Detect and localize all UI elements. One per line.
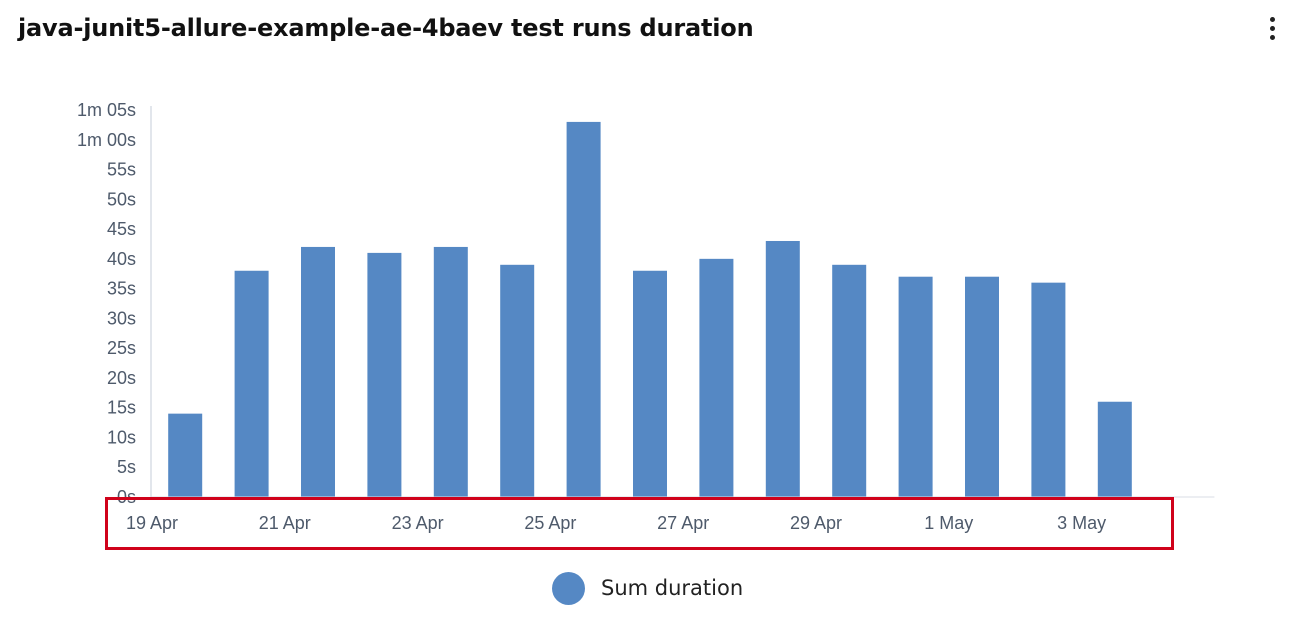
bar-3-may[interactable] [1097, 401, 1132, 497]
y-tick-label: 1m 00s [77, 130, 136, 150]
x-axis-highlight-box [105, 497, 1174, 550]
more-vertical-icon[interactable] [1258, 14, 1286, 50]
bar-29-apr[interactable] [832, 264, 867, 497]
y-tick-label: 35s [107, 279, 136, 299]
bar-28-apr[interactable] [765, 240, 800, 497]
bar-22-apr[interactable] [367, 252, 402, 497]
y-tick-label: 25s [107, 338, 136, 358]
x-tick-label: 19 Apr [126, 513, 178, 533]
bar-20-apr[interactable] [234, 270, 269, 497]
y-tick-label: 45s [107, 219, 136, 239]
x-tick-label: 23 Apr [392, 513, 444, 533]
legend[interactable]: Sum duration [552, 571, 743, 605]
bar-2-may[interactable] [1031, 282, 1066, 497]
x-tick-label: 3 May [1057, 513, 1106, 533]
bar-21-apr[interactable] [301, 246, 335, 497]
bar-30-apr[interactable] [898, 276, 933, 497]
bar-26-apr[interactable] [633, 270, 667, 497]
x-tick-label: 25 Apr [524, 513, 576, 533]
chart-title: java-junit5-allure-example-ae-4baev test… [18, 14, 754, 42]
bar-19-apr[interactable] [168, 413, 203, 497]
bar-23-apr[interactable] [433, 246, 468, 497]
bar-1-may[interactable] [965, 276, 999, 497]
y-tick-label: 50s [107, 189, 136, 209]
x-tick-label: 21 Apr [259, 513, 311, 533]
bar-25-apr[interactable] [566, 121, 601, 498]
y-tick-label: 55s [107, 160, 136, 180]
bar-24-apr[interactable] [500, 264, 535, 497]
bar-27-apr[interactable] [699, 258, 734, 497]
legend-swatch [552, 571, 585, 605]
x-tick-label: 29 Apr [790, 513, 842, 533]
y-tick-label: 40s [107, 249, 136, 269]
x-tick-label: 1 May [924, 513, 973, 533]
legend-label: Sum duration [601, 576, 744, 600]
x-tick-label: 27 Apr [657, 513, 709, 533]
y-tick-label: 30s [107, 308, 136, 328]
y-tick-label: 10s [107, 427, 136, 447]
y-tick-label: 20s [107, 368, 136, 388]
y-tick-label: 15s [107, 398, 136, 418]
y-tick-label: 1m 05s [77, 100, 136, 120]
y-tick-label: 5s [117, 457, 136, 477]
